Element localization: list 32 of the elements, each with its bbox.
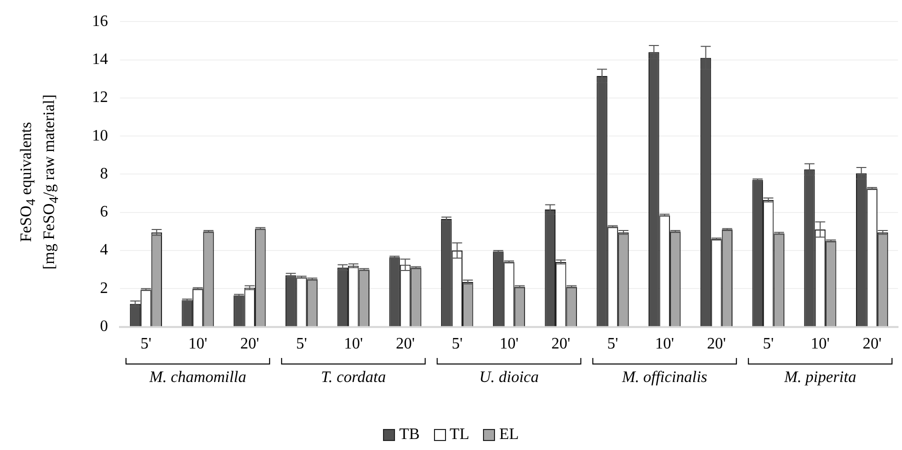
- y-tick-label: 4: [100, 242, 108, 259]
- legend-label: TB: [399, 426, 420, 444]
- x-tick-label: 5': [762, 336, 774, 353]
- legend-label: TL: [450, 426, 470, 444]
- y-tick-label: 10: [92, 127, 108, 144]
- y-tick-label: 2: [100, 280, 108, 297]
- text: M. chamomilla: [148, 369, 246, 386]
- x-tick-label: 5': [607, 336, 618, 353]
- text: M. officinalis: [620, 369, 708, 386]
- x-tick-label: 10': [188, 336, 208, 353]
- text: T. cordata: [320, 369, 386, 386]
- y-tick-label: 14: [92, 50, 108, 68]
- x-tick-label: 20': [707, 336, 726, 353]
- x-tick-label: 10': [344, 336, 363, 353]
- x-tick-label: 20': [551, 336, 570, 353]
- x-tick-label: 10': [655, 336, 674, 353]
- x-tick-label: 20': [240, 336, 260, 353]
- x-tick-label: 5': [452, 336, 463, 353]
- text: M. piperita: [783, 369, 856, 386]
- y-tick-label: 8: [100, 165, 108, 182]
- legend-label: EL: [499, 426, 519, 444]
- x-tick-label: 10': [810, 336, 830, 353]
- y-tick-label: 12: [92, 89, 108, 106]
- text: U. dioica: [479, 369, 539, 386]
- y-tick-label: 16: [92, 12, 108, 30]
- x-tick-label: 5': [140, 336, 152, 353]
- y-tick-label: 6: [100, 204, 108, 221]
- x-tick-label: 20': [862, 336, 882, 353]
- x-tick-label: 5': [296, 336, 308, 353]
- y-tick-label: 0: [100, 318, 108, 336]
- x-tick-label: 20': [396, 336, 415, 353]
- x-tick-label: 10': [500, 336, 519, 353]
